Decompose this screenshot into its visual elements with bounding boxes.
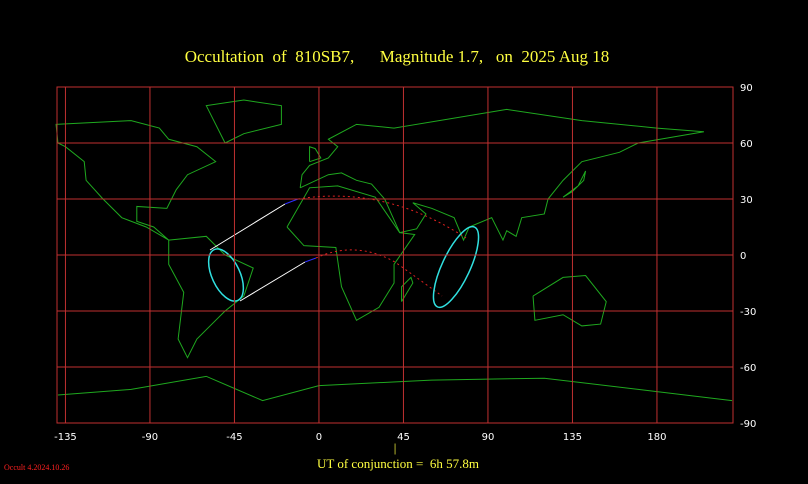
x-tick-label: -135 [54,432,77,443]
y-tick-label: 60 [740,139,753,150]
footer: Occult 4.2024.10.26 [4,463,69,472]
x-tick-label: 90 [482,432,495,443]
path-south-edge [239,261,306,302]
coastline [309,146,322,163]
conjunction-label: UT of conjunction = 6h 57.8m [317,456,479,471]
coastlines [55,99,733,402]
coastline [205,99,282,144]
coastline [57,375,733,402]
x-tick-label: -45 [226,432,242,443]
path-north-limit [297,195,467,239]
y-tick-label: 30 [740,195,753,206]
coastline [532,275,607,327]
coastline [286,185,416,322]
y-tick-label: 90 [740,83,753,94]
path-south-limit [315,249,443,297]
path-south-day [304,257,317,263]
map-title: Occultation of 810SB7, Magnitude 1.7, on… [185,47,610,66]
conjunction-marker: | [394,440,397,455]
coastline [55,120,217,241]
coastline [562,170,587,198]
coastline [299,108,704,242]
x-tick-label: 0 [316,432,322,443]
coastline [401,276,414,302]
y-tick-label: -90 [740,419,756,430]
x-tick-label: 135 [563,432,582,443]
y-tick-label: 0 [740,251,746,262]
path-north-edge [209,203,286,251]
y-tick-label: -60 [740,363,756,374]
x-tick-label: 180 [647,432,666,443]
x-tick-label: -90 [142,432,158,443]
shadow-ellipse-west [207,248,245,302]
path-north-day [284,198,299,205]
y-tick-label: -30 [740,307,756,318]
shadow-ellipse-east [432,225,480,309]
x-tick-label: 45 [397,432,410,443]
